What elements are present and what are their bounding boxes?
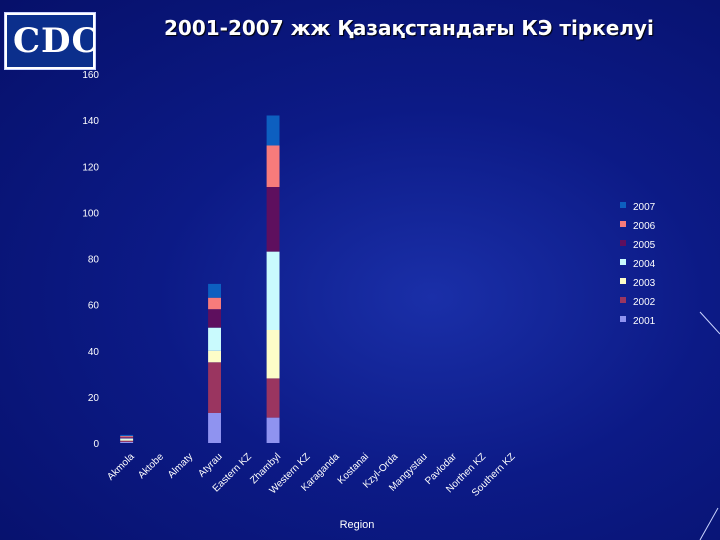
y-tick-label: 60	[88, 301, 100, 312]
y-tick-label: 160	[82, 70, 99, 81]
x-axis-title: Region	[340, 519, 375, 531]
bar-segment	[266, 251, 280, 330]
legend-label: 2003	[633, 278, 656, 289]
bar-segment	[120, 440, 134, 442]
cdc-logo: CDC	[4, 12, 96, 70]
bar-segment	[208, 413, 221, 443]
bar-segment	[120, 439, 134, 441]
legend-label: 2001	[633, 316, 656, 327]
y-tick-label: 0	[93, 439, 99, 450]
chart-title: 2001-2007 жж Қазақстандағы КЭ тіркелуі	[164, 16, 654, 40]
bar-segment	[266, 417, 280, 443]
bar-segment	[120, 436, 134, 438]
legend-label: 2006	[633, 221, 656, 232]
bar-segment	[208, 309, 221, 328]
decor-line	[699, 507, 719, 540]
decorative-lines	[699, 311, 720, 540]
bar-segment	[266, 330, 280, 379]
bar-segment	[208, 350, 221, 363]
y-tick-label: 20	[88, 393, 100, 404]
bar-segment	[120, 441, 134, 443]
y-tick-label: 100	[82, 208, 99, 219]
legend-swatch	[620, 202, 626, 208]
x-category-label: Atyrau	[196, 451, 224, 479]
y-tick-label: 120	[82, 162, 99, 173]
legend-swatch	[620, 240, 626, 246]
x-category-label: Almaty	[166, 451, 195, 480]
y-tick-label: 80	[88, 255, 100, 266]
legend-label: 2005	[633, 240, 656, 251]
bar-segment	[266, 378, 280, 418]
bar-segment	[208, 327, 221, 351]
y-tick-label: 40	[88, 347, 100, 358]
legend-label: 2007	[633, 202, 656, 213]
x-category-label: Aktobe	[136, 451, 166, 481]
legend-label: 2004	[633, 259, 656, 270]
bar-segment	[120, 434, 134, 437]
cdc-logo-text: CDC	[13, 21, 93, 61]
legend-swatch	[620, 259, 626, 265]
legend-swatch	[620, 316, 626, 322]
decor-line	[699, 311, 720, 335]
bar-segment	[266, 115, 280, 146]
legend-swatch	[620, 278, 626, 284]
bar-segment	[208, 297, 221, 310]
legend-swatch	[620, 221, 626, 227]
x-category-label: Akmola	[105, 451, 137, 483]
bar-segment	[208, 283, 221, 298]
bar-segment	[266, 145, 280, 187]
bar-segment	[120, 437, 134, 439]
bar-segment	[208, 362, 221, 413]
bar-segment	[266, 187, 280, 252]
legend-swatch	[620, 297, 626, 303]
legend-label: 2002	[633, 297, 656, 308]
y-tick-label: 140	[82, 116, 99, 127]
bar-segment	[120, 438, 134, 440]
